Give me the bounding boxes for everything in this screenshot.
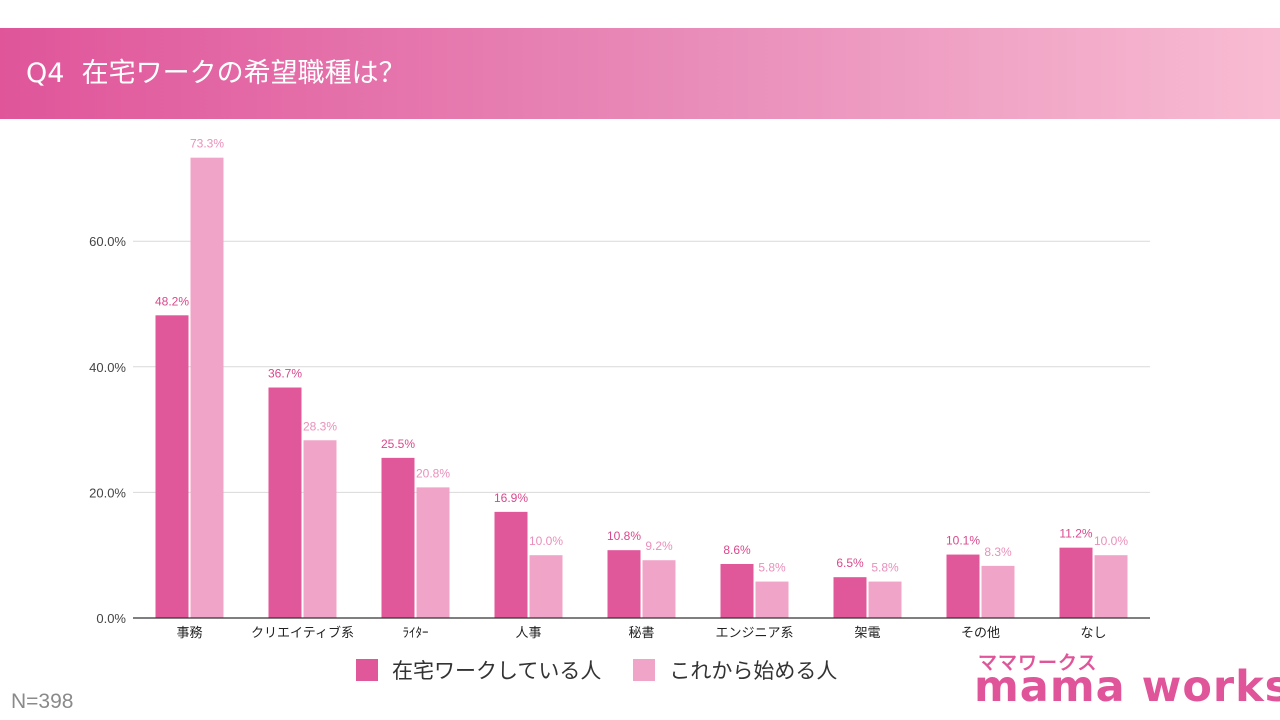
data-label-series1: 36.7% <box>268 367 302 381</box>
bar-series2 <box>416 487 450 618</box>
data-label-series2: 10.0% <box>1094 534 1128 548</box>
legend-item-series2: これから始める人 <box>633 655 837 685</box>
legend-swatch-series2 <box>633 659 656 681</box>
y-tick-label: 60.0% <box>89 234 126 249</box>
legend-label-series1: 在宅ワークしている人 <box>392 659 602 683</box>
bar-series1 <box>155 315 189 618</box>
mama-works-logo: ママワークス mama works <box>972 648 1280 712</box>
bar-series2 <box>868 581 902 618</box>
data-label-series2: 9.2% <box>645 539 673 553</box>
data-label-series1: 10.1% <box>946 534 980 548</box>
bar-series1 <box>720 563 754 618</box>
bar-series2 <box>529 555 563 618</box>
bar-series2 <box>755 581 789 618</box>
logo-text: mama works <box>974 662 1280 712</box>
y-tick-label: 0.0% <box>96 611 126 626</box>
bar-series2 <box>981 565 1015 618</box>
data-label-series1: 48.2% <box>155 294 189 308</box>
data-label-series2: 10.0% <box>529 534 563 548</box>
data-label-series1: 16.9% <box>494 491 528 505</box>
bar-series1 <box>268 387 302 618</box>
data-label-series1: 6.5% <box>836 556 864 570</box>
bar-series1 <box>946 554 980 618</box>
data-label-series1: 10.8% <box>607 529 641 543</box>
legend-label-series2: これから始める人 <box>669 659 838 683</box>
x-tick-label: 人事 <box>515 626 541 641</box>
bar-series2 <box>1094 555 1128 618</box>
data-label-series1: 25.5% <box>381 437 415 451</box>
legend-item-series1: 在宅ワークしている人 <box>356 655 601 685</box>
y-tick-label: 40.0% <box>89 360 126 375</box>
x-tick-label: 秘書 <box>628 626 654 641</box>
x-tick-label: その他 <box>961 626 1000 641</box>
data-label-series2: 28.3% <box>303 419 337 433</box>
bar-series2 <box>190 157 224 618</box>
bar-series1 <box>1059 547 1093 618</box>
bar-series1 <box>833 577 867 618</box>
data-label-series2: 8.3% <box>984 545 1012 559</box>
data-label-series1: 8.6% <box>723 543 751 557</box>
sample-size: N=398 <box>11 690 74 713</box>
data-label-series2: 5.8% <box>758 561 786 575</box>
x-tick-label: ﾗｲﾀｰ <box>403 626 429 641</box>
page-title: Q4 在宅ワークの希望職種は？ <box>26 58 406 89</box>
y-tick-label: 20.0% <box>89 485 126 500</box>
logo-kana: ママワークス <box>978 652 1098 674</box>
bar-series1 <box>607 550 641 618</box>
data-label-series1: 11.2% <box>1059 527 1092 541</box>
x-tick-label: クリエイティブ系 <box>251 625 354 641</box>
x-tick-label: 架電 <box>854 626 880 641</box>
bar-series1 <box>494 511 528 618</box>
legend: 在宅ワークしている人 これから始める人 <box>356 655 869 685</box>
bar-series2 <box>303 440 337 618</box>
bar-series1 <box>381 457 415 618</box>
legend-swatch-series1 <box>356 659 378 681</box>
bar-series2 <box>642 560 676 618</box>
x-tick-label: エンジニア系 <box>715 626 793 641</box>
x-tick-label: 事務 <box>176 626 202 641</box>
data-label-series2: 5.8% <box>871 561 899 575</box>
data-label-series2: 73.3% <box>190 137 224 151</box>
x-tick-label: なし <box>1080 626 1106 641</box>
data-label-series2: 20.8% <box>416 466 450 480</box>
title-banner <box>0 28 1280 119</box>
